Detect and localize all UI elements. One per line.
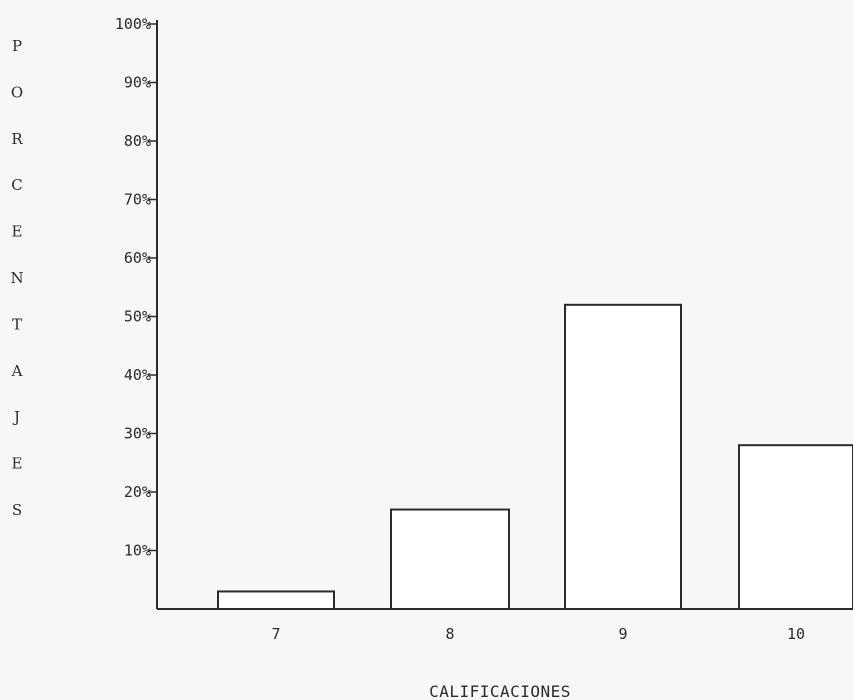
y-ticks: 10% 20% 30% 40% 50% 60% 70% 80% 90% 100% — [115, 15, 157, 560]
bar-7 — [217, 590, 335, 611]
x-tick-label: 10 — [787, 625, 805, 643]
bar-8 — [390, 508, 510, 610]
y-tick-label: 100% — [115, 15, 151, 33]
bar-9 — [564, 303, 682, 610]
y-tick-label: 30% — [124, 425, 151, 443]
x-tick-label: 8 — [445, 625, 454, 643]
y-tick-label: 60% — [124, 249, 151, 267]
y-tick-label: 40% — [124, 366, 151, 384]
bar-10 — [738, 444, 853, 611]
bars — [217, 303, 853, 611]
x-tick-label: 7 — [271, 625, 280, 643]
y-tick-label: 90% — [124, 74, 151, 92]
x-ticks: 7 8 9 10 — [271, 625, 805, 643]
y-label-letter: P — [12, 37, 22, 55]
y-label-letter: E — [12, 455, 23, 473]
x-tick-label: 9 — [618, 625, 627, 643]
y-label-letter: A — [11, 362, 23, 380]
y-label-letter: C — [11, 176, 22, 194]
y-label-letter: S — [12, 501, 22, 519]
y-tick-label: 80% — [124, 132, 151, 150]
y-tick-label: 70% — [124, 191, 151, 209]
y-label-letter: J — [12, 408, 20, 426]
y-label-letter: R — [11, 130, 23, 148]
y-label-letter: T — [12, 315, 22, 333]
y-tick-label: 50% — [124, 308, 151, 326]
y-tick-label: 10% — [124, 542, 151, 560]
y-label-letter: O — [11, 83, 23, 101]
y-label-letter: N — [10, 269, 23, 287]
y-tick-label: 20% — [124, 483, 151, 501]
x-axis-label: CALIFICACIONES — [429, 682, 571, 700]
y-axis-label: P O R C E N T A J E S — [10, 37, 23, 519]
y-label-letter: E — [12, 223, 23, 241]
